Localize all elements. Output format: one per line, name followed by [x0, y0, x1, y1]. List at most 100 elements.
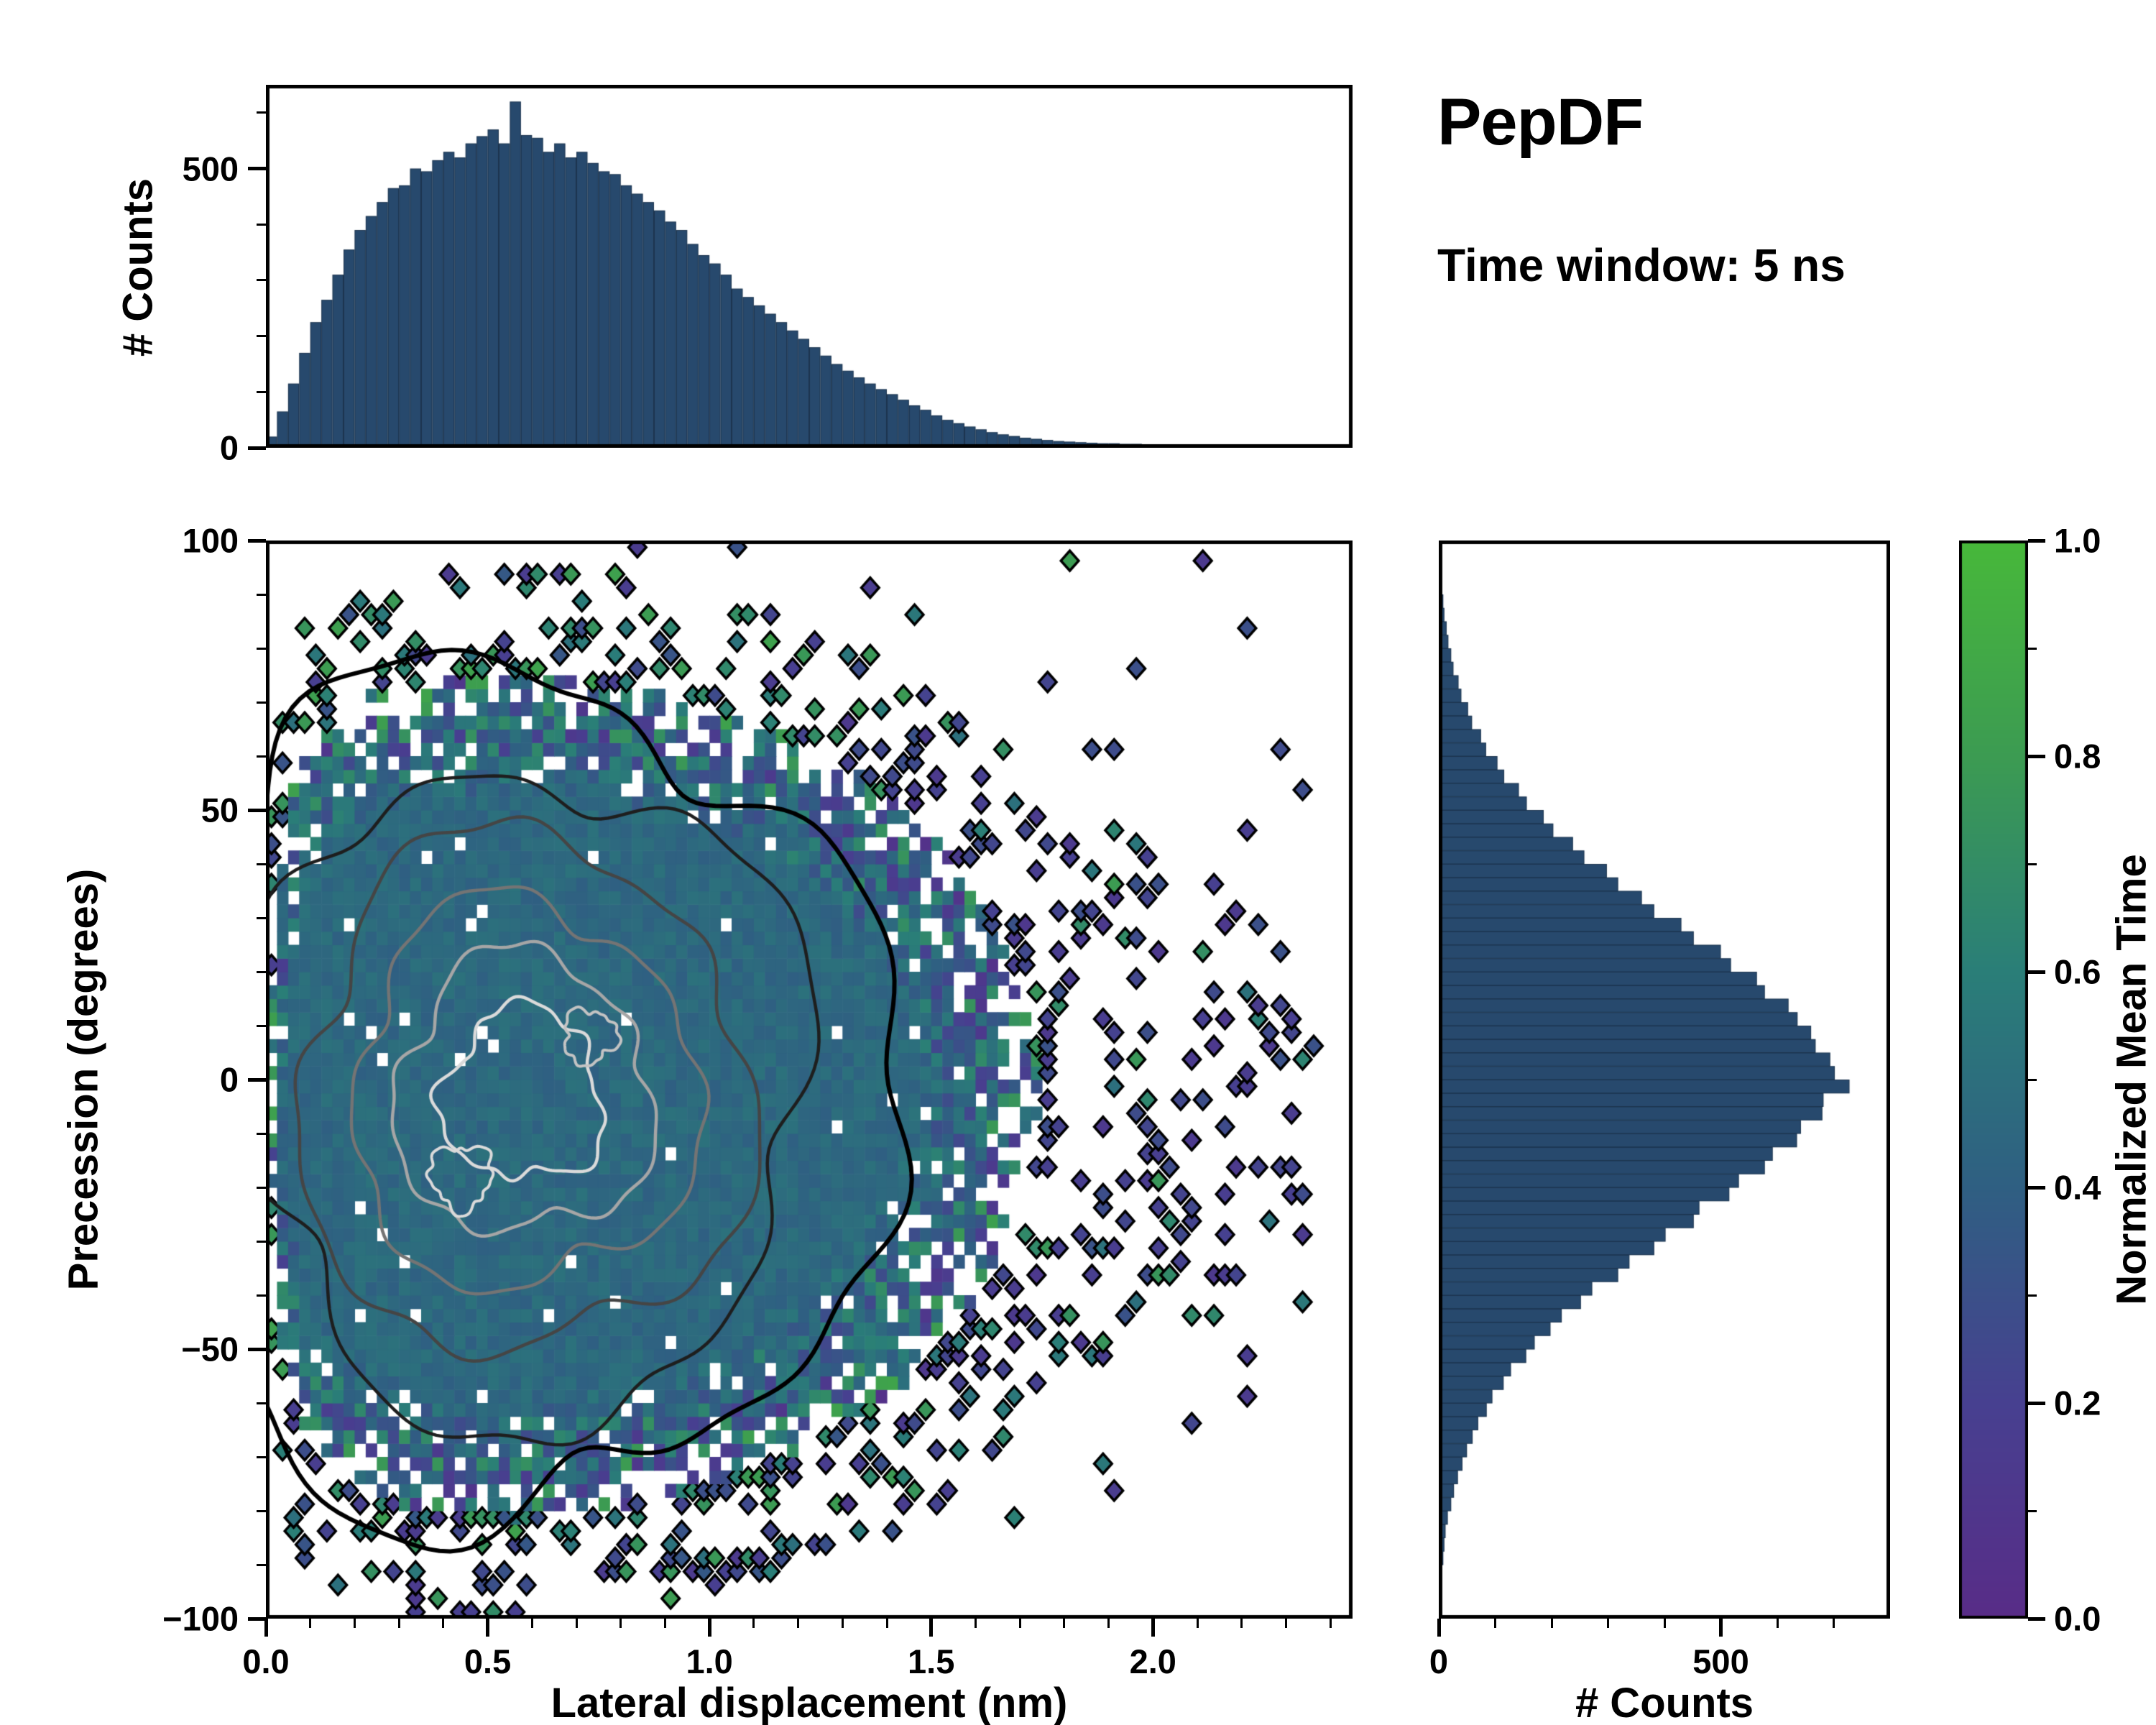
heatmap-x-minor-tick [1018, 1619, 1021, 1628]
colorbar-major-tick [2028, 1616, 2045, 1621]
heatmap-x-tick-label: 1.5 [908, 1642, 955, 1680]
heatmap-y-major-tick [248, 1616, 266, 1621]
colorbar-tick-label: 1.0 [2054, 521, 2101, 560]
heatmap-x-minor-tick [1107, 1619, 1110, 1628]
top-hist-y-major-tick [248, 167, 266, 171]
top-hist-y-minor-tick [257, 223, 266, 226]
heatmap-y-minor-tick [257, 862, 266, 865]
heatmap-y-tick-label: −100 [162, 1599, 239, 1638]
heatmap-y-minor-tick [257, 1455, 266, 1458]
right-hist-x-minor-tick [1607, 1619, 1609, 1628]
colorbar-tick-label: 0.4 [2054, 1168, 2101, 1207]
heatmap-y-tick-label: −50 [181, 1330, 239, 1368]
right-histogram-canvas [1439, 540, 1890, 1619]
heatmap-y-tick-label: 0 [219, 1060, 239, 1099]
right-hist-x-major-tick [1719, 1619, 1723, 1637]
top-histogram-canvas [266, 85, 1353, 448]
top-hist-y-minor-tick [257, 335, 266, 338]
right-hist-x-major-tick [1437, 1619, 1441, 1637]
heatmap-x-tick-label: 1.0 [686, 1642, 733, 1680]
heatmap-y-minor-tick [257, 755, 266, 758]
figure-title: PepDF [1437, 86, 1644, 159]
heatmap-x-minor-tick [619, 1619, 622, 1628]
heatmap-xlabel: Lateral displacement (nm) [550, 1680, 1068, 1725]
top-hist-y-minor-tick [257, 111, 266, 114]
colorbar-minor-tick [2028, 862, 2037, 865]
right-hist-x-minor-tick [1494, 1619, 1496, 1628]
heatmap-x-major-tick [929, 1619, 934, 1637]
heatmap-x-tick-label: 2.0 [1129, 1642, 1176, 1680]
heatmap-x-minor-tick [752, 1619, 755, 1628]
heatmap-x-minor-tick [397, 1619, 400, 1628]
heatmap-y-minor-tick [257, 1402, 266, 1404]
joint-heatmap-canvas [266, 540, 1353, 1619]
heatmap-x-minor-tick [1240, 1619, 1243, 1628]
right-hist-x-minor-tick [1550, 1619, 1553, 1628]
right-hist-x-minor-tick [1663, 1619, 1666, 1628]
heatmap-x-minor-tick [530, 1619, 533, 1628]
colorbar-tick-label: 0.0 [2054, 1599, 2101, 1638]
colorbar-tick-label: 0.2 [2054, 1384, 2101, 1422]
heatmap-y-major-tick [248, 808, 266, 812]
colorbar-major-tick [2028, 970, 2045, 974]
heatmap-y-minor-tick [257, 916, 266, 919]
colorbar-minor-tick [2028, 1509, 2037, 1512]
right-hist-xlabel: # Counts [1575, 1680, 1754, 1725]
colorbar-major-tick [2028, 538, 2045, 543]
heatmap-x-minor-tick [797, 1619, 800, 1628]
colorbar-major-tick [2028, 754, 2045, 758]
colorbar-major-tick [2028, 1401, 2045, 1405]
heatmap-x-minor-tick [885, 1619, 888, 1628]
colorbar-tick-label: 0.8 [2054, 737, 2101, 776]
right-hist-x-minor-tick [1776, 1619, 1779, 1628]
heatmap-y-minor-tick [257, 970, 266, 973]
heatmap-y-minor-tick [257, 1024, 266, 1027]
heatmap-x-minor-tick [1063, 1619, 1066, 1628]
heatmap-y-minor-tick [257, 1509, 266, 1512]
right-hist-x-tick-label: 500 [1692, 1642, 1749, 1680]
colorbar-minor-tick [2028, 1294, 2037, 1297]
heatmap-y-tick-label: 100 [182, 521, 239, 560]
heatmap-x-minor-tick [1284, 1619, 1287, 1628]
heatmap-y-minor-tick [257, 1186, 266, 1189]
heatmap-x-minor-tick [309, 1619, 312, 1628]
heatmap-x-major-tick [264, 1619, 268, 1637]
top-hist-y-tick-label: 500 [182, 150, 239, 188]
heatmap-y-minor-tick [257, 1132, 266, 1135]
heatmap-y-minor-tick [257, 1294, 266, 1297]
heatmap-y-minor-tick [257, 593, 266, 596]
heatmap-x-minor-tick [974, 1619, 977, 1628]
heatmap-y-major-tick [248, 1077, 266, 1082]
heatmap-y-minor-tick [257, 1563, 266, 1566]
colorbar-minor-tick [2028, 647, 2037, 650]
heatmap-x-minor-tick [1196, 1619, 1199, 1628]
heatmap-x-minor-tick [442, 1619, 445, 1628]
heatmap-y-tick-label: 50 [201, 791, 239, 829]
colorbar-canvas [1959, 540, 2028, 1619]
top-hist-y-minor-tick [257, 390, 266, 393]
top-hist-y-minor-tick [257, 279, 266, 282]
heatmap-x-minor-tick [841, 1619, 844, 1628]
top-hist-ylabel: # Counts [114, 178, 162, 357]
heatmap-x-tick-label: 0.0 [242, 1642, 290, 1680]
heatmap-x-minor-tick [353, 1619, 356, 1628]
heatmap-x-major-tick [707, 1619, 711, 1637]
colorbar-tick-label: 0.6 [2054, 952, 2101, 991]
colorbar-label: Normalized Mean Time [2108, 854, 2155, 1305]
heatmap-y-major-tick [248, 538, 266, 543]
colorbar-minor-tick [2028, 1078, 2037, 1081]
heatmap-x-minor-tick [575, 1619, 578, 1628]
heatmap-ylabel: Precession (degrees) [60, 868, 107, 1291]
heatmap-x-major-tick [486, 1619, 490, 1637]
top-hist-y-major-tick [248, 446, 266, 450]
heatmap-y-major-tick [248, 1347, 266, 1351]
right-hist-x-minor-tick [1833, 1619, 1835, 1628]
heatmap-x-tick-label: 0.5 [464, 1642, 512, 1680]
top-hist-y-tick-label: 0 [219, 428, 239, 467]
heatmap-y-minor-tick [257, 1240, 266, 1243]
heatmap-y-minor-tick [257, 647, 266, 650]
figure-subtitle: Time window: 5 ns [1437, 239, 1846, 291]
right-hist-x-tick-label: 0 [1429, 1642, 1449, 1680]
heatmap-y-minor-tick [257, 701, 266, 704]
